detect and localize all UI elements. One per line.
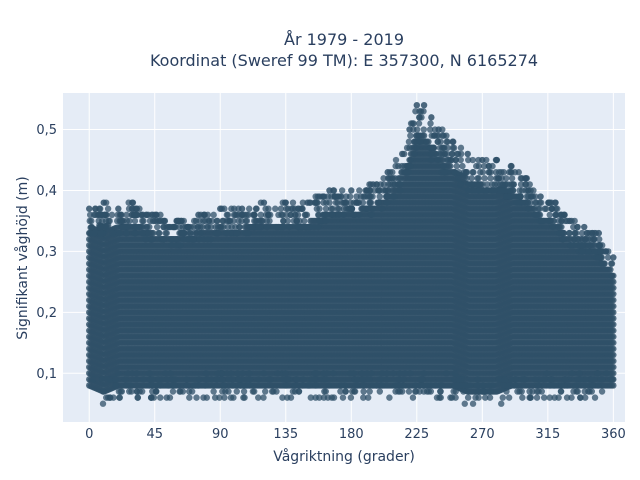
chart-title-line-2: Koordinat (Sweref 99 TM): E 357300, N 61… bbox=[150, 51, 538, 70]
chart-title-line-1: År 1979 - 2019 bbox=[284, 30, 404, 49]
data-points bbox=[86, 101, 617, 407]
